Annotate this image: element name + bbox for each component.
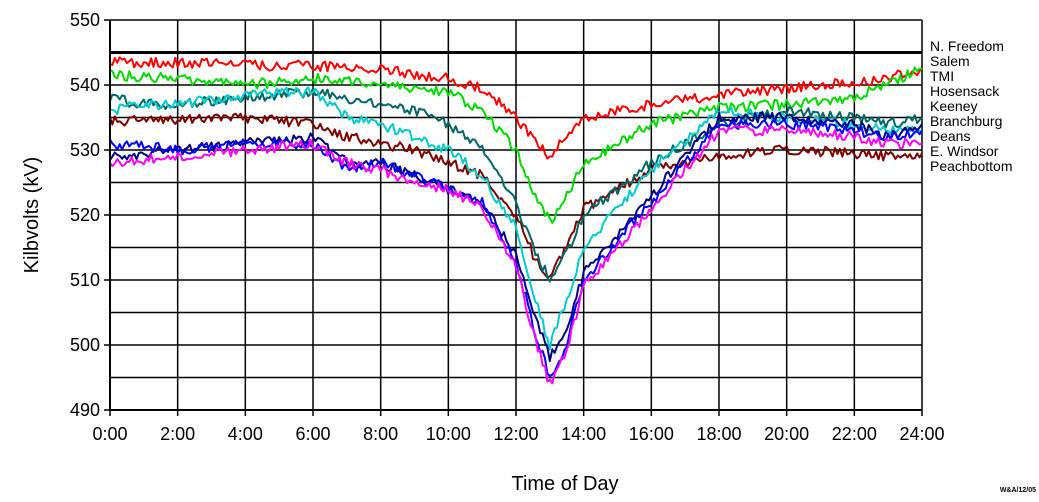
legend: N. FreedomSalemTMIHosensackKeeneyBranchb… [930, 38, 1013, 174]
y-tick-label: 490 [70, 400, 100, 420]
x-tick-label: 8:00 [363, 424, 398, 444]
series-line-tmi [109, 66, 922, 224]
y-tick-label: 500 [70, 335, 100, 355]
series-line-branchburg [109, 118, 923, 377]
figure-stamp: W&A/12/05 [1000, 487, 1036, 494]
y-axis-title: Kilbvolts (kV) [21, 157, 43, 274]
y-tick-label: 530 [70, 140, 100, 160]
x-tick-label: 6:00 [295, 424, 330, 444]
legend-label: Keeney [930, 98, 977, 114]
legend-label: Peachbottom [930, 158, 1013, 174]
legend-label: E. Windsor [930, 143, 999, 159]
y-tick-label: 520 [70, 205, 100, 225]
legend-label: Hosensack [930, 83, 1000, 99]
series-layer [109, 51, 923, 385]
x-tick-label: 24:00 [899, 424, 944, 444]
series-line-deans [109, 124, 923, 385]
x-tick-label: 20:00 [764, 424, 809, 444]
y-tick-label: 540 [70, 75, 100, 95]
legend-label: Salem [930, 53, 970, 69]
x-tick-label: 10:00 [426, 424, 471, 444]
x-tick-label: 2:00 [160, 424, 195, 444]
series-line-keeney [109, 87, 923, 283]
legend-label: N. Freedom [930, 38, 1004, 54]
series-line-hosensack [109, 86, 923, 351]
legend-label: Branchburg [930, 113, 1002, 129]
x-tick-label: 18:00 [696, 424, 741, 444]
legend-label: TMI [930, 68, 954, 84]
y-tick-label: 550 [70, 10, 100, 30]
x-tick-label: 22:00 [832, 424, 877, 444]
x-tick-label: 14:00 [561, 424, 606, 444]
x-axis-title: Time of Day [511, 473, 618, 495]
x-tick-label: 4:00 [228, 424, 263, 444]
x-tick-label: 12:00 [493, 424, 538, 444]
x-tick-label: 0:00 [92, 424, 127, 444]
series-line-peachbottom [109, 112, 923, 279]
series-line-salem [109, 56, 923, 160]
tick-labels: 490 500 510 520 530 540 550 0:00 2:00 4:00 6:00 8:0… [70, 10, 945, 444]
legend-label: Deans [930, 128, 970, 144]
x-tick-label: 16:00 [629, 424, 674, 444]
y-tick-label: 510 [70, 270, 100, 290]
